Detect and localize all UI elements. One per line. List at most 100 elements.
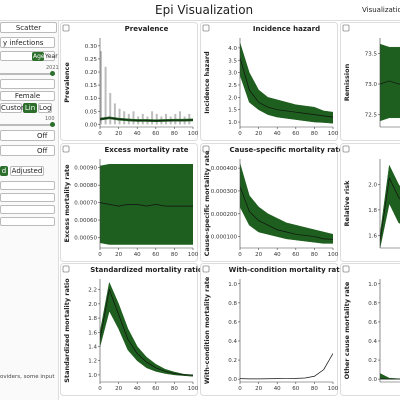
y-tick-label: 3.0 [228, 71, 237, 77]
x-tick-label: 60 [152, 131, 159, 137]
y-tick-label: 0.8 [228, 301, 237, 307]
x-tick-label: 60 [292, 252, 299, 258]
chart-panel: Cause-specific mortality rate Cause-speci… [200, 143, 344, 262]
dropdown[interactable] [0, 193, 55, 202]
y-tick-label: 73.5 [365, 51, 378, 57]
y-tick-label: 0.0 [228, 377, 237, 383]
button[interactable]: Custom [0, 103, 28, 113]
button[interactable]: Lin [23, 103, 37, 113]
expand-icon[interactable] [202, 265, 210, 273]
slider[interactable] [0, 124, 55, 126]
y-tick-label: 4.0 [228, 46, 237, 52]
toggle[interactable]: Year [45, 53, 58, 60]
bar [123, 111, 126, 125]
bar [109, 92, 112, 125]
x-tick-label: 0 [98, 386, 102, 392]
bar [155, 113, 158, 125]
x-tick-label: 0 [98, 131, 102, 137]
dropdown[interactable] [0, 205, 55, 214]
mean-line [380, 80, 400, 85]
plot-area [380, 164, 400, 248]
bar [132, 111, 135, 125]
y-tick-label: 1.4 [88, 344, 97, 350]
button[interactable]: d [0, 166, 8, 176]
mean-line [100, 117, 193, 122]
y-tick-label: 0.8 [368, 301, 377, 307]
bar [113, 103, 116, 125]
x-tick-label: 40 [274, 252, 281, 258]
toggle[interactable]: Age [32, 52, 45, 61]
x-tick-label: 40 [134, 386, 141, 392]
y-tick-label: 0.000200 [211, 212, 238, 218]
x-tick-label: 100 [328, 386, 339, 392]
dropdown[interactable] [0, 217, 55, 226]
y-tick-label: 2.0 [368, 182, 377, 188]
x-tick-label: 80 [311, 252, 318, 258]
switch[interactable]: Off [0, 145, 55, 156]
input[interactable] [0, 51, 55, 61]
y-tick-label: 0.2 [368, 358, 377, 364]
dropdown[interactable] [0, 181, 55, 190]
y-tick-label: 0.00 [85, 122, 98, 128]
y-tick-label: 1.6 [368, 233, 377, 239]
expand-icon[interactable] [342, 265, 350, 273]
x-tick-label: 60 [292, 131, 299, 137]
plot-area [380, 43, 400, 122]
y-tick-label: 1.0 [228, 282, 237, 288]
app-title: Epi Visualization [155, 3, 254, 17]
x-tick-label: 100 [328, 252, 339, 258]
dropdown[interactable]: y infections [0, 37, 55, 48]
header [0, 0, 400, 21]
bar [100, 51, 102, 125]
y-tick-label: 0.15 [85, 83, 98, 89]
x-tick-label: 80 [171, 386, 178, 392]
x-tick-label: 40 [274, 386, 281, 392]
panel-frame [200, 22, 338, 141]
y-axis-label: Remission [343, 63, 351, 101]
x-tick-label: 20 [115, 131, 122, 137]
y-tick-label: 1.0 [228, 120, 237, 126]
y-tick-label: 0.000400 [211, 166, 238, 172]
x-tick-label: 80 [171, 252, 178, 258]
expand-icon[interactable] [62, 265, 70, 273]
slider[interactable] [0, 73, 55, 75]
y-tick-label: 1.0 [368, 282, 377, 288]
y-axis-label: Relative risk [343, 180, 351, 227]
slider-handle[interactable] [50, 71, 55, 76]
confidence-band [380, 373, 400, 380]
switch[interactable]: Off [0, 130, 55, 141]
nav-link[interactable]: Visualizations [362, 6, 400, 14]
tab[interactable]: Scatter [0, 22, 57, 33]
expand-icon[interactable] [342, 24, 350, 32]
confidence-band [100, 281, 193, 377]
y-tick-label: 0.6 [368, 320, 377, 326]
expand-icon[interactable] [202, 24, 210, 32]
panel-frame [340, 263, 400, 396]
y-tick-label: 1.8 [88, 316, 97, 322]
mean-line [100, 288, 193, 376]
expand-icon[interactable] [62, 145, 70, 153]
button[interactable]: Log [38, 103, 52, 113]
expand-icon[interactable] [342, 145, 350, 153]
button[interactable]: Adjusted [10, 166, 44, 176]
chart-panel: Incidence hazard Incidence hazard 1.0 1.5 2.… [200, 22, 339, 141]
y-tick-label: 0.00080 [74, 183, 97, 189]
bar [141, 113, 144, 125]
button[interactable]: Female [0, 91, 55, 101]
expand-icon[interactable] [62, 24, 70, 32]
bar [104, 66, 107, 125]
y-tick-label: 73.0 [365, 82, 378, 88]
x-tick-label: 0 [238, 252, 242, 258]
chart-grid: PrevalencePrevalence0.000.050.100.150.20… [60, 22, 400, 396]
chart-panel: Other cause mortality rate 0.0 0.2 0.4 0.6 0.… [340, 263, 400, 396]
x-tick-label: 80 [311, 386, 318, 392]
y-tick-label: 1.2 [88, 359, 97, 365]
dropdown[interactable] [0, 79, 55, 89]
expand-icon[interactable] [202, 145, 210, 153]
y-axis-label: Incidence hazard [203, 51, 211, 114]
slider-handle[interactable] [50, 122, 55, 127]
panel-frame [340, 143, 400, 262]
y-tick-label: 2.0 [88, 302, 97, 308]
mean-line [380, 176, 400, 242]
chart-panel: Standardized mortality ratio Standardized… [60, 263, 203, 396]
